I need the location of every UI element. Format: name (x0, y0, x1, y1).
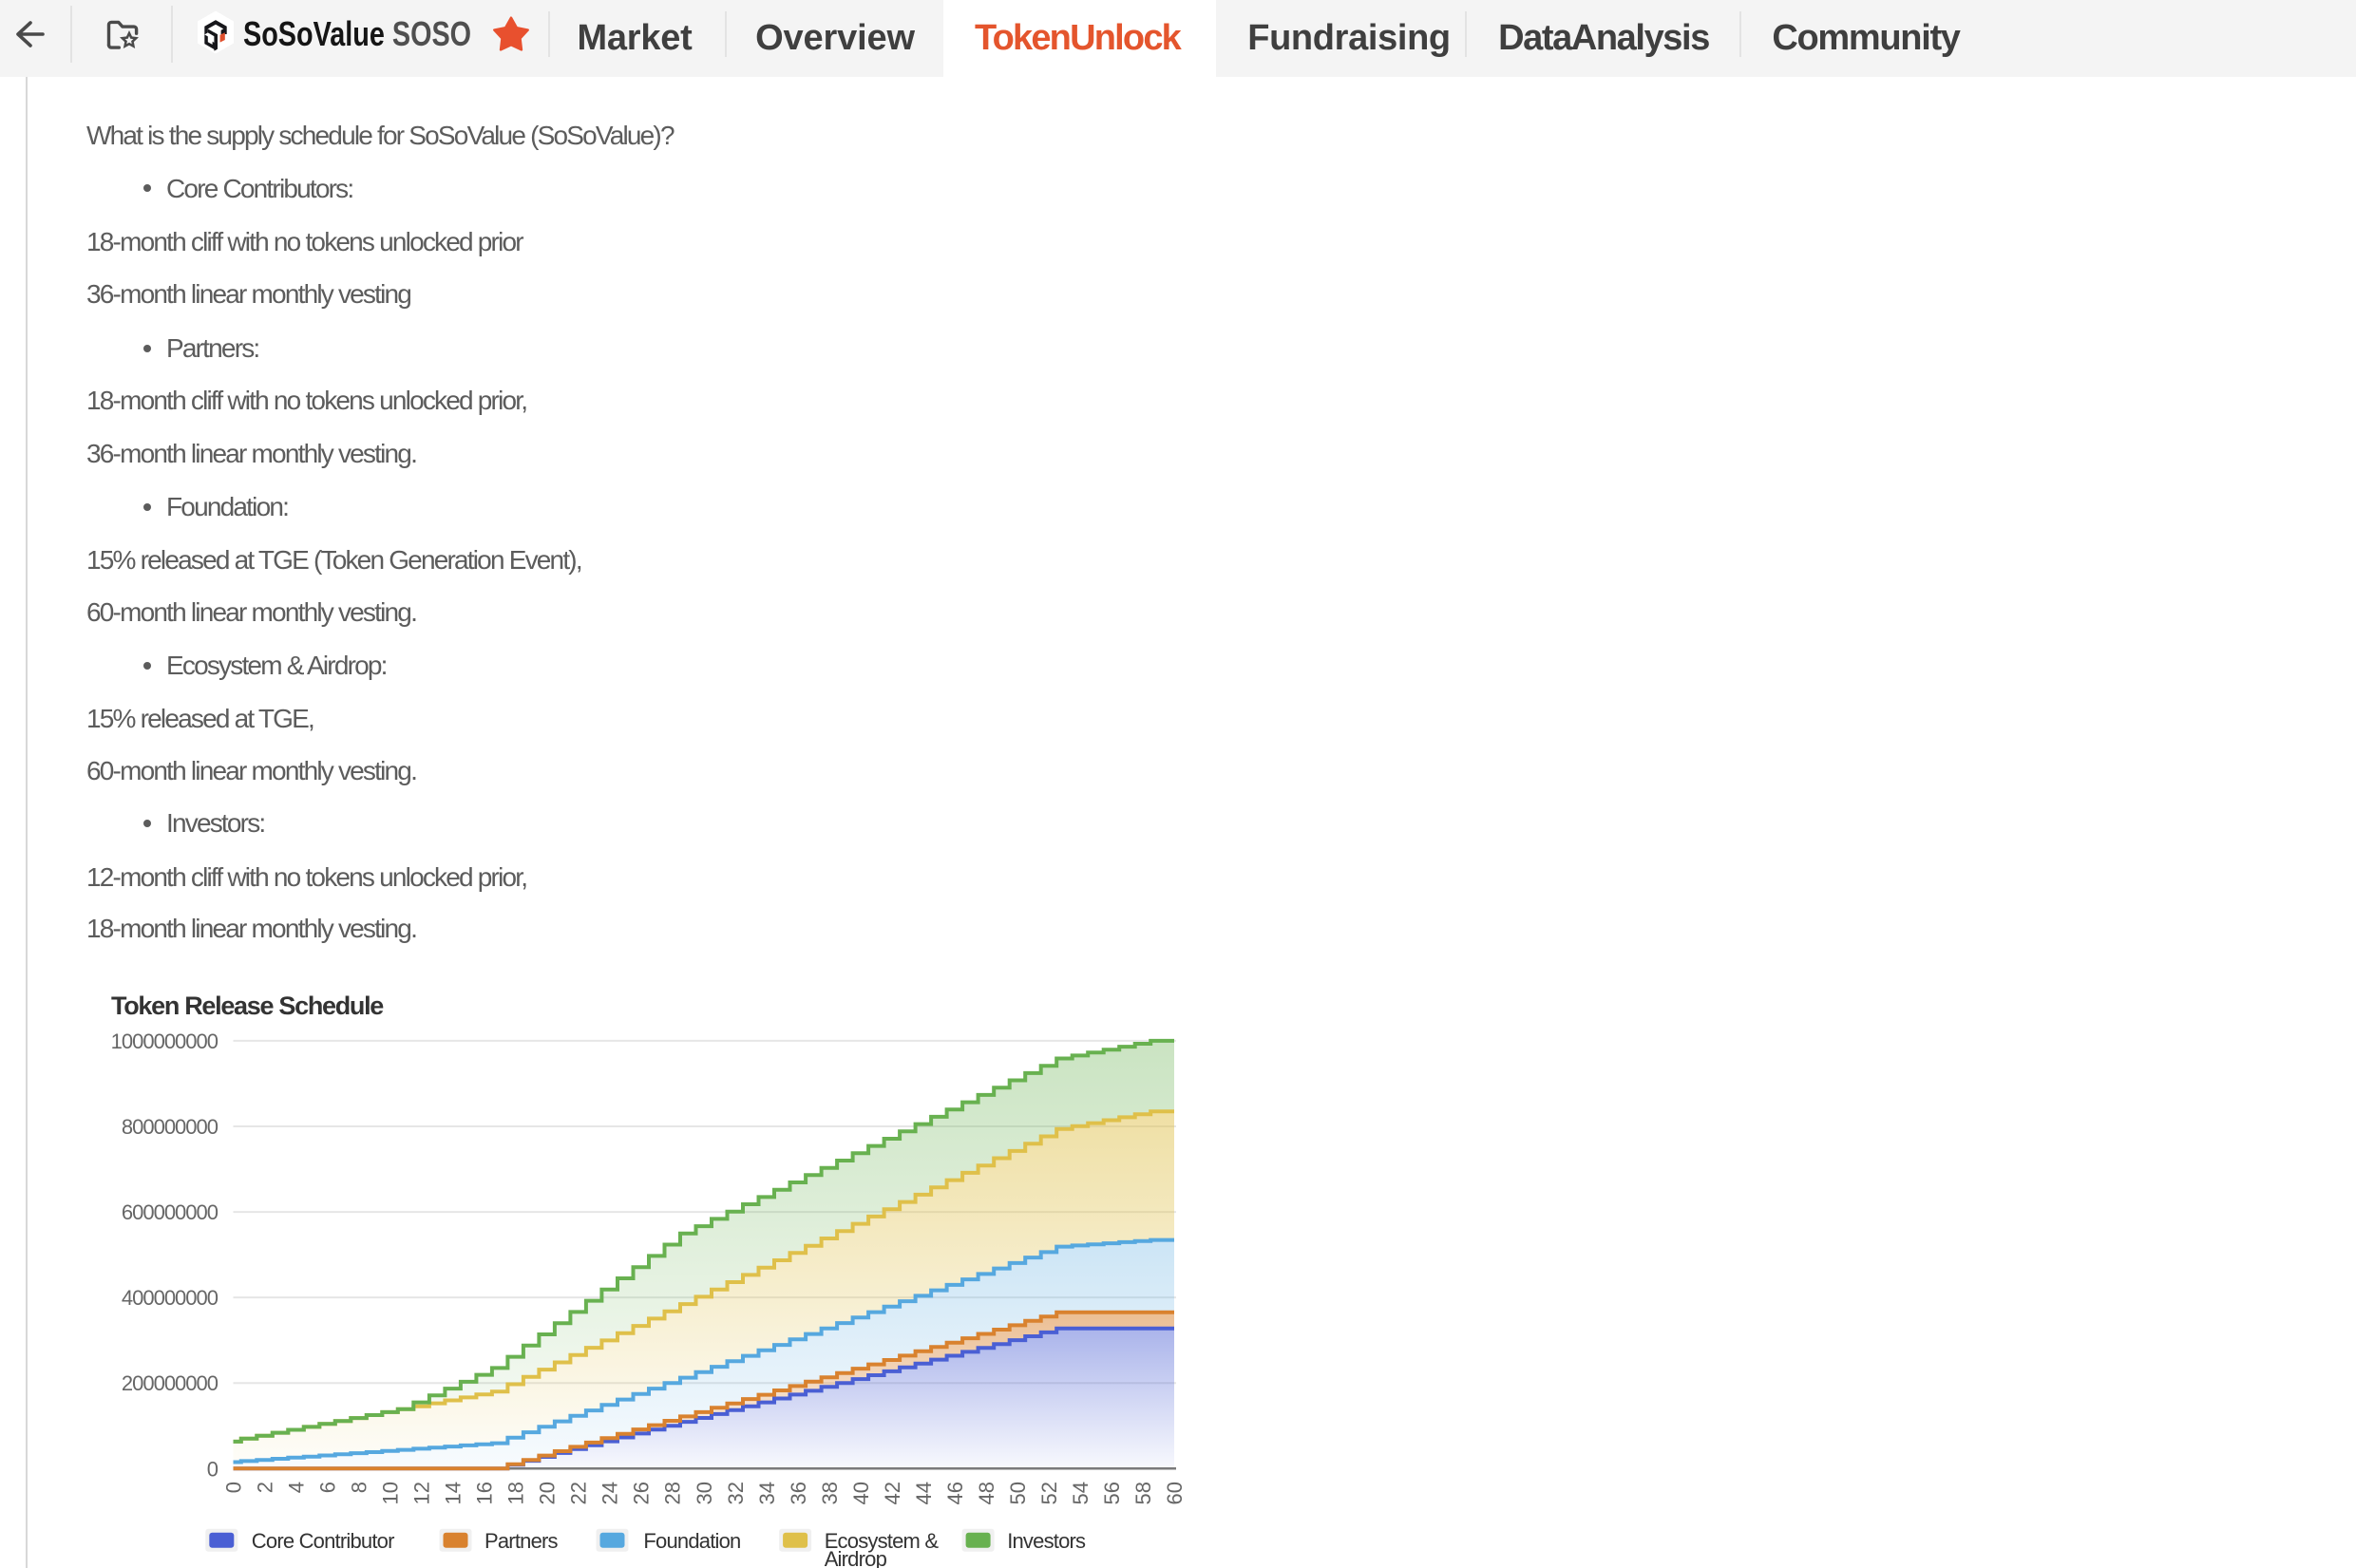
svg-text:46: 46 (943, 1482, 967, 1504)
svg-text:56: 56 (1100, 1482, 1124, 1504)
svg-text:Core Contributor: Core Contributor (252, 1529, 394, 1553)
svg-text:50: 50 (1006, 1482, 1030, 1504)
svg-text:6: 6 (316, 1482, 340, 1493)
svg-text:52: 52 (1037, 1482, 1061, 1504)
svg-text:Partners: Partners (484, 1529, 559, 1553)
svg-text:Token Release Schedule: Token Release Schedule (111, 992, 384, 1020)
svg-text:16: 16 (473, 1482, 497, 1504)
svg-text:Investors: Investors (1007, 1529, 1086, 1553)
svg-text:48: 48 (975, 1482, 998, 1504)
svg-text:28: 28 (661, 1482, 685, 1504)
svg-text:26: 26 (630, 1482, 654, 1504)
svg-text:34: 34 (755, 1482, 779, 1504)
svg-text:36: 36 (787, 1482, 810, 1504)
svg-text:60: 60 (1163, 1482, 1187, 1504)
svg-text:1000000000: 1000000000 (111, 1030, 218, 1053)
svg-text:Foundation: Foundation (643, 1529, 740, 1553)
svg-text:40: 40 (849, 1482, 873, 1504)
svg-text:14: 14 (442, 1482, 466, 1504)
svg-text:Ecosystem &: Ecosystem & (825, 1529, 940, 1553)
svg-text:30: 30 (693, 1482, 716, 1504)
svg-text:18: 18 (504, 1482, 528, 1504)
svg-text:0: 0 (222, 1482, 246, 1493)
svg-text:20: 20 (536, 1482, 560, 1504)
svg-text:0: 0 (207, 1457, 218, 1481)
svg-text:32: 32 (724, 1482, 748, 1504)
svg-text:38: 38 (818, 1482, 842, 1504)
svg-text:24: 24 (598, 1482, 622, 1504)
svg-text:12: 12 (410, 1482, 434, 1504)
svg-text:400000000: 400000000 (122, 1286, 218, 1310)
svg-text:44: 44 (912, 1482, 936, 1504)
svg-text:22: 22 (567, 1482, 591, 1504)
svg-text:10: 10 (379, 1482, 403, 1504)
svg-text:600000000: 600000000 (122, 1200, 218, 1224)
svg-text:4: 4 (285, 1482, 309, 1493)
svg-text:800000000: 800000000 (122, 1115, 218, 1139)
svg-text:Airdrop: Airdrop (825, 1547, 887, 1568)
svg-text:58: 58 (1131, 1482, 1155, 1504)
svg-text:42: 42 (881, 1482, 904, 1504)
svg-text:8: 8 (348, 1482, 371, 1493)
svg-text:200000000: 200000000 (122, 1371, 218, 1395)
svg-text:2: 2 (254, 1482, 277, 1493)
svg-text:54: 54 (1069, 1482, 1092, 1504)
